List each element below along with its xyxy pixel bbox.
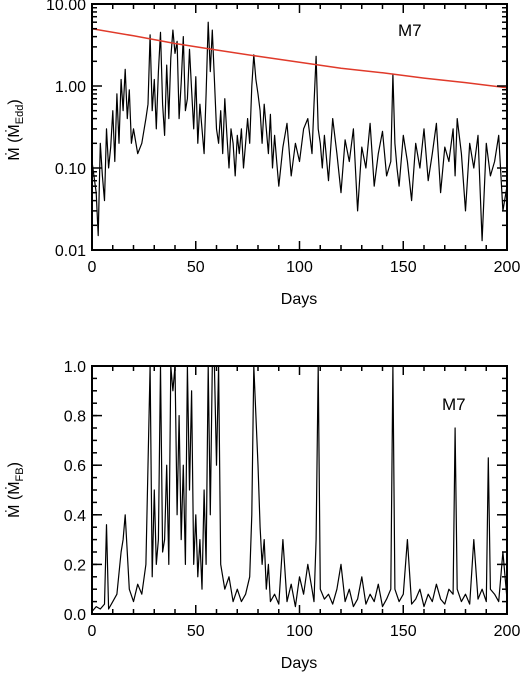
bottom-panel-y-axis-title-main: Ṁ (Ṁ: [4, 481, 23, 517]
bottom-panel-x-axis-title: Days: [281, 655, 317, 672]
bottom-panel-x-tick-label: 150: [390, 623, 417, 640]
top-panel-x-axis-title: Days: [281, 291, 317, 308]
bottom-panel-x-tick-label: 50: [187, 623, 205, 640]
top-panel-x-tick-label: 150: [390, 259, 417, 276]
top-panel-y-tick-label: 0.01: [55, 243, 86, 260]
top-panel-x-tick-label: 50: [187, 259, 205, 276]
top-panel-y-tick-label: 10.00: [46, 0, 86, 14]
bottom-panel: M7 Days Ṁ (ṀFB) 0 50 100 150 200 0.0 0.2 0.4 0.6…: [4, 359, 520, 672]
top-panel-x-tick-label: 200: [494, 259, 520, 276]
top-panel-annotation: M7: [398, 21, 422, 40]
top-panel-y-axis-title-main: Ṁ (Ṁ: [4, 124, 23, 160]
top-panel-y-axis-title: Ṁ (ṀEdd): [4, 99, 26, 160]
top-panel-y-tick-label: 0.10: [55, 161, 86, 178]
top-panel-y-axis-title-sub: Edd: [14, 105, 26, 125]
top-panel-series-line-1: [92, 21, 507, 242]
bottom-panel-y-tick-label: 0.6: [64, 458, 86, 475]
top-panel-y-tick-label: 1.00: [55, 79, 86, 96]
bottom-panel-y-tick-label: 1.0: [64, 359, 86, 376]
bottom-panel-y-tick-label: 0.4: [64, 508, 86, 525]
bottom-panel-y-tick-label: 0.8: [64, 409, 86, 426]
bottom-panel-x-tick-label: 0: [88, 623, 97, 640]
top-panel-x-tick-label: 100: [286, 259, 313, 276]
bottom-panel-annotation: M7: [442, 395, 466, 414]
bottom-panel-y-axis-title: Ṁ (ṀFB): [4, 462, 26, 518]
top-panel-y-axis-title-close: ): [6, 99, 23, 104]
bottom-panel-x-tick-label: 100: [286, 623, 313, 640]
top-panel-series-line-2: [92, 27, 507, 89]
top-panel: M7 Days Ṁ (ṀEdd) 0 50 100 150 200 0.01 0.10 1.0…: [4, 0, 520, 308]
bottom-panel-series-line-1: [92, 366, 507, 612]
top-panel-x-tick-label: 0: [88, 259, 97, 276]
bottom-panel-x-tick-label: 200: [494, 623, 520, 640]
bottom-panel-y-axis-title-close: ): [6, 462, 23, 467]
top-panel-plot-frame: [91, 3, 508, 251]
bottom-panel-y-tick-label: 0.2: [64, 557, 86, 574]
bottom-panel-y-axis-title-sub: FB: [14, 467, 26, 481]
bottom-panel-y-tick-label: 0.0: [64, 607, 86, 624]
